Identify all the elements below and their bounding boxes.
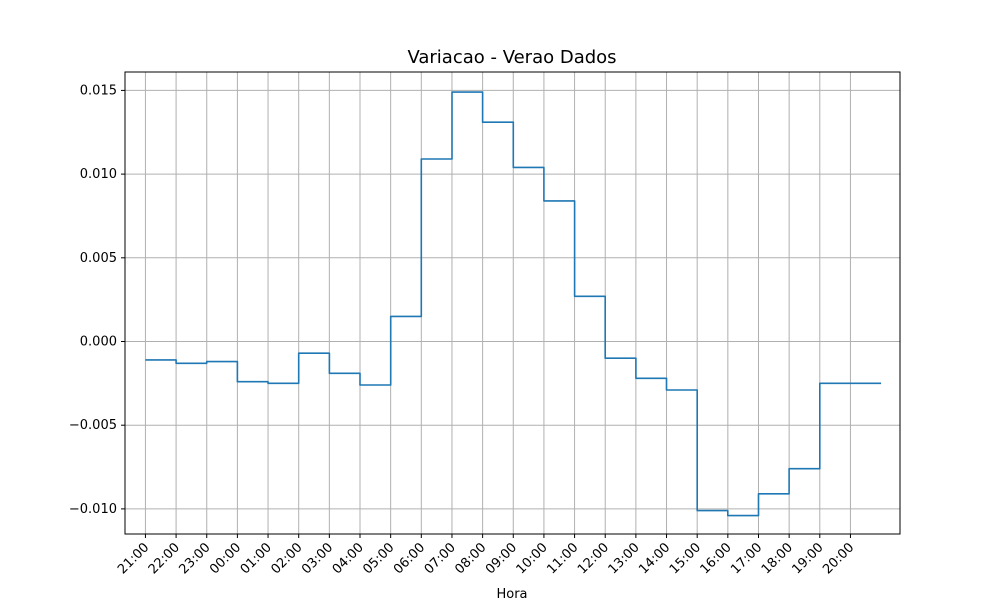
series-layer (145, 91, 882, 517)
series-line (145, 91, 882, 517)
y-tick-label: 0.015 (80, 83, 117, 98)
x-axis-label: Hora (496, 587, 527, 600)
y-tick-label: −0.010 (69, 502, 117, 517)
y-tick-label: 0.000 (80, 335, 117, 350)
y-tick-label: 0.010 (80, 167, 117, 182)
plot-frame (124, 71, 901, 535)
y-axis-ticks: −0.010 −0.005 0.000 0.005 0.010 0.015 (69, 83, 125, 517)
y-tick-label: −0.005 (69, 418, 117, 433)
y-tick-label: 0.005 (80, 251, 117, 266)
chart-title: Variacao - Verao Dados (407, 47, 616, 68)
